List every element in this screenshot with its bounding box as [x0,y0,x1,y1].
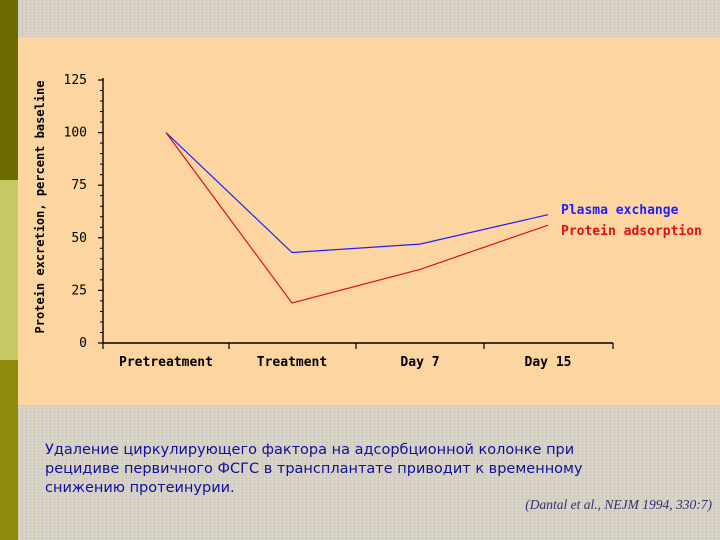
chart-series [165,132,549,304]
y-tick-label: 75 [71,178,87,193]
citation: (Dantal et al., NEJM 1994, 330:7) [525,497,712,512]
x-tick-label: Treatment [257,355,327,370]
chart-panel: Protein excretion, percent baseline 0 25 5… [18,37,720,405]
chart-legend: Plasma exchange Protein adsorption [561,203,702,239]
slide-caption: Удаление циркулирующего фактора на адсор… [45,441,705,498]
chart-axes [102,78,613,344]
series-line-protein-adsorption [165,132,549,304]
y-tick-label: 25 [71,283,87,298]
y-tick-label: 100 [64,126,87,141]
caption-line-2: рецидиве первичного ФСГС в трансплантате… [45,461,583,477]
y-tick-label: 0 [79,336,87,351]
y-tick-label: 125 [64,73,87,88]
accent-strip-middle [0,180,18,360]
y-axis-title: Protein excretion, percent baseline [33,81,47,334]
accent-strip-bottom [0,360,18,540]
chart-ticks: 0 25 50 75 100 125 Pretreatment Treatment Day 7 D… [64,73,614,370]
x-tick-label: Day 7 [400,355,439,370]
accent-strip-top [0,0,18,180]
legend-item: Protein adsorption [561,224,702,239]
caption-line-3: снижению протеинурии. [45,480,235,496]
caption-line-1: Удаление циркулирующего фактора на адсор… [45,442,575,458]
series-line-plasma-exchange [165,132,549,254]
x-tick-label: Day 15 [525,355,572,370]
x-tick-label: Pretreatment [119,355,213,370]
y-tick-label: 50 [71,231,87,246]
line-chart: Protein excretion, percent baseline 0 25 5… [33,73,702,370]
legend-item: Plasma exchange [561,203,679,218]
